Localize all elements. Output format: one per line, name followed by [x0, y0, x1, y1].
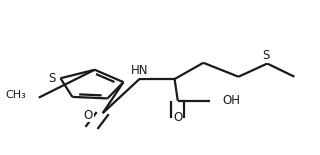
Text: O: O [84, 109, 93, 122]
Text: HN: HN [131, 64, 148, 78]
Text: S: S [262, 49, 269, 62]
Text: OH: OH [222, 94, 241, 107]
Text: O: O [173, 111, 182, 124]
Text: S: S [48, 72, 56, 85]
Text: CH₃: CH₃ [6, 90, 27, 100]
